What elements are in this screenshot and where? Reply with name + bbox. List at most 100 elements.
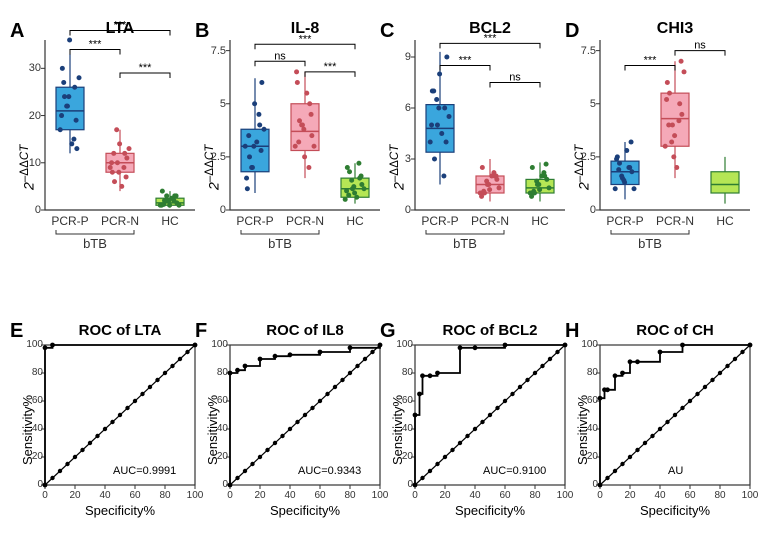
roc-xtick: 100 <box>740 490 760 501</box>
x-tick: PCR-N <box>650 214 700 228</box>
roc-xtick: 20 <box>65 490 85 501</box>
roc-ytick: 20 <box>23 451 43 462</box>
roc-xtick: 20 <box>250 490 270 501</box>
auc-label: AU <box>668 465 683 477</box>
roc-xtick: 60 <box>495 490 515 501</box>
y-tick: 0 <box>387 204 411 216</box>
x-tick: PCR-N <box>465 214 515 228</box>
y-tick: 7.5 <box>572 45 596 57</box>
roc-ytick: 60 <box>578 395 598 406</box>
roc-ytick: 60 <box>23 395 43 406</box>
roc-ytick: 20 <box>208 451 228 462</box>
svg-text:***: *** <box>484 32 498 44</box>
roc-svg <box>45 345 195 485</box>
y-tick: 7.5 <box>202 45 226 57</box>
y-tick: 2.5 <box>202 151 226 163</box>
x-tick: HC <box>145 214 195 228</box>
roc-xtick: 40 <box>280 490 300 501</box>
panel-label-C: C <box>380 20 394 43</box>
group-label-btb: bTB <box>75 236 115 251</box>
svg-text:ns: ns <box>274 50 286 62</box>
roc-H: HROC of CHSensitivity%Specificity%020406… <box>565 320 760 530</box>
roc-xtick: 20 <box>435 490 455 501</box>
x-tick: PCR-P <box>600 214 650 228</box>
panel-label-F: F <box>195 320 207 343</box>
roc-xlab: Specificity% <box>600 503 750 518</box>
x-tick: PCR-P <box>45 214 95 228</box>
roc-ytick: 0 <box>578 479 598 490</box>
roc-xlab: Specificity% <box>415 503 565 518</box>
boxplot-A: ALTA2–ΔΔCT*********0102030PCR-PPCR-NHCbT… <box>10 10 205 300</box>
y-tick: 20 <box>17 110 41 122</box>
auc-label: AUC=0.9991 <box>113 465 176 477</box>
roc-title: ROC of IL8 <box>230 322 380 339</box>
roc-ytick: 100 <box>393 339 413 350</box>
roc-ytick: 80 <box>23 367 43 378</box>
roc-svg <box>230 345 380 485</box>
svg-text:ns: ns <box>694 40 706 52</box>
roc-xtick: 80 <box>710 490 730 501</box>
y-axis-label: 2–ΔΔCT <box>388 145 407 190</box>
roc-svg <box>600 345 750 485</box>
svg-text:***: *** <box>644 55 658 67</box>
roc-xtick: 60 <box>680 490 700 501</box>
y-tick: 6 <box>387 102 411 114</box>
svg-text:***: *** <box>114 20 128 32</box>
roc-xtick: 0 <box>35 490 55 501</box>
roc-xtick: 60 <box>310 490 330 501</box>
x-tick: HC <box>330 214 380 228</box>
roc-F: FROC of IL8Sensitivity%Specificity%02040… <box>195 320 390 530</box>
roc-xtick: 80 <box>340 490 360 501</box>
roc-ytick: 60 <box>393 395 413 406</box>
y-tick: 2.5 <box>572 151 596 163</box>
svg-text:***: *** <box>324 61 338 73</box>
y-tick: 9 <box>387 51 411 63</box>
y-tick: 5 <box>572 98 596 110</box>
boxplot-D: DCHI32–ΔΔCT***ns02.557.5PCR-PPCR-NHCbTB <box>565 10 760 300</box>
roc-xtick: 20 <box>620 490 640 501</box>
roc-ytick: 0 <box>23 479 43 490</box>
y-tick: 0 <box>572 204 596 216</box>
svg-text:***: *** <box>459 55 473 67</box>
roc-ytick: 0 <box>208 479 228 490</box>
roc-ytick: 40 <box>208 423 228 434</box>
roc-xtick: 60 <box>125 490 145 501</box>
x-tick: HC <box>700 214 750 228</box>
y-tick: 30 <box>17 62 41 74</box>
roc-ytick: 40 <box>23 423 43 434</box>
auc-label: AUC=0.9100 <box>483 465 546 477</box>
roc-ytick: 20 <box>393 451 413 462</box>
panel-label-E: E <box>10 320 23 343</box>
panel-label-A: A <box>10 20 24 43</box>
roc-xtick: 0 <box>220 490 240 501</box>
roc-ytick: 40 <box>393 423 413 434</box>
group-label-btb: bTB <box>630 236 670 251</box>
roc-ytick: 0 <box>393 479 413 490</box>
roc-E: EROC of LTASensitivity%Specificity%02040… <box>10 320 205 530</box>
roc-ytick: 80 <box>578 367 598 378</box>
boxplot-B: BIL-82–ΔΔCTns******02.557.5PCR-PPCR-NHCb… <box>195 10 390 300</box>
roc-svg <box>415 345 565 485</box>
roc-ytick: 60 <box>208 395 228 406</box>
x-tick: PCR-P <box>230 214 280 228</box>
roc-ytick: 40 <box>578 423 598 434</box>
group-label-btb: bTB <box>260 236 300 251</box>
roc-ytick: 20 <box>578 451 598 462</box>
chart-title: CHI3 <box>600 20 750 38</box>
roc-xtick: 40 <box>650 490 670 501</box>
panel-label-B: B <box>195 20 209 43</box>
roc-ytick: 100 <box>23 339 43 350</box>
roc-xtick: 80 <box>155 490 175 501</box>
svg-text:***: *** <box>299 33 313 45</box>
roc-title: ROC of BCL2 <box>415 322 565 339</box>
x-tick: PCR-N <box>280 214 330 228</box>
x-tick: HC <box>515 214 565 228</box>
roc-title: ROC of LTA <box>45 322 195 339</box>
panel-label-D: D <box>565 20 579 43</box>
roc-ytick: 80 <box>208 367 228 378</box>
roc-xtick: 0 <box>590 490 610 501</box>
roc-xtick: 40 <box>95 490 115 501</box>
roc-G: GROC of BCL2Sensitivity%Specificity%0204… <box>380 320 575 530</box>
roc-xtick: 0 <box>405 490 425 501</box>
roc-ytick: 100 <box>578 339 598 350</box>
